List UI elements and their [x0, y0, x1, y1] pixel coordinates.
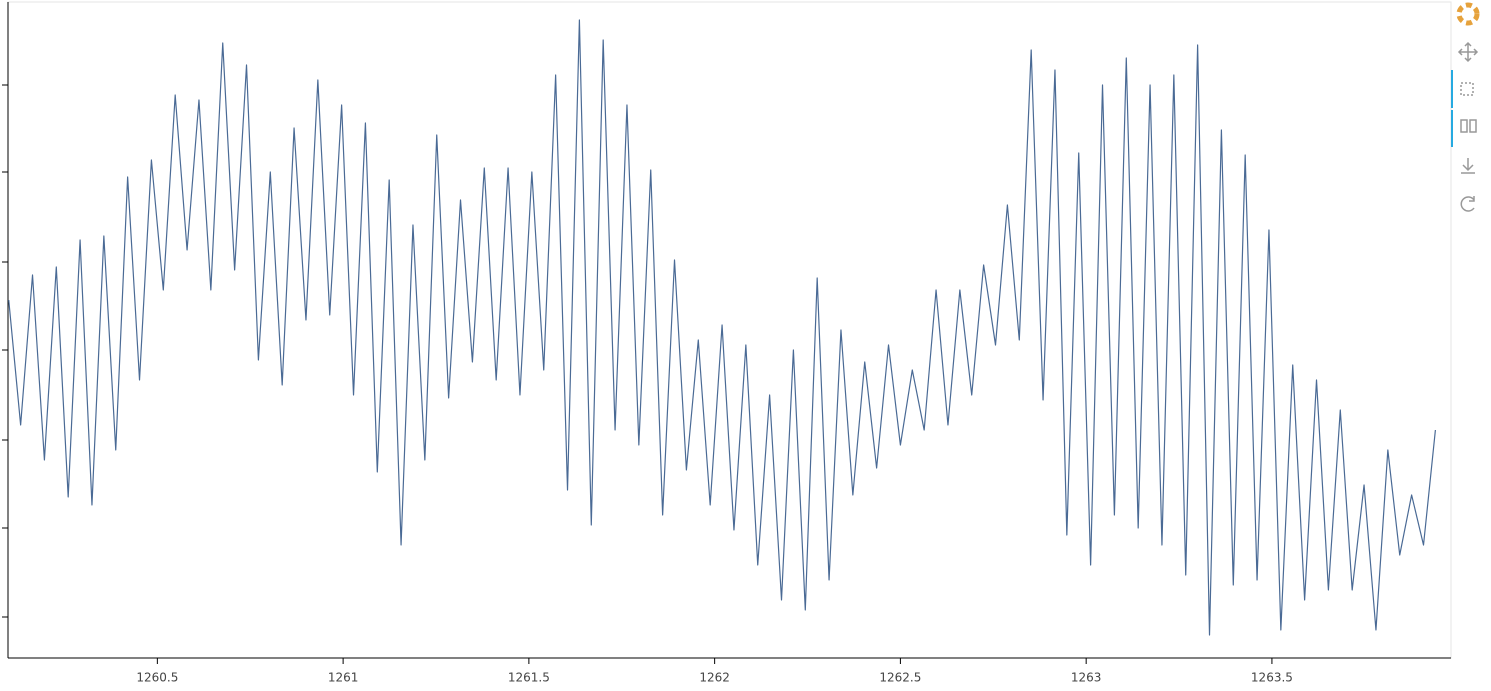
box-zoom-tool[interactable] [1460, 82, 1474, 96]
x-tick-label: 1262 [699, 671, 730, 685]
bokeh-logo[interactable] [1456, 2, 1480, 26]
x-tick-label: 1261 [328, 671, 359, 685]
x-tick-label: 1263.5 [1251, 671, 1293, 685]
toolbar [1451, 2, 1480, 212]
x-tick-label: 1262.5 [879, 671, 921, 685]
pan-tool[interactable] [1457, 41, 1479, 63]
x-tick-label: 1263 [1071, 671, 1102, 685]
x-tick-label: 1261.5 [508, 671, 550, 685]
active-indicator [1451, 70, 1453, 108]
reset-tool[interactable] [1460, 196, 1475, 212]
data-line [8, 19, 1436, 636]
wheel-zoom-tool[interactable] [1460, 119, 1477, 133]
x-tick-label: 1260.5 [136, 671, 178, 685]
save-tool[interactable] [1461, 158, 1475, 174]
active-indicator [1451, 110, 1453, 147]
